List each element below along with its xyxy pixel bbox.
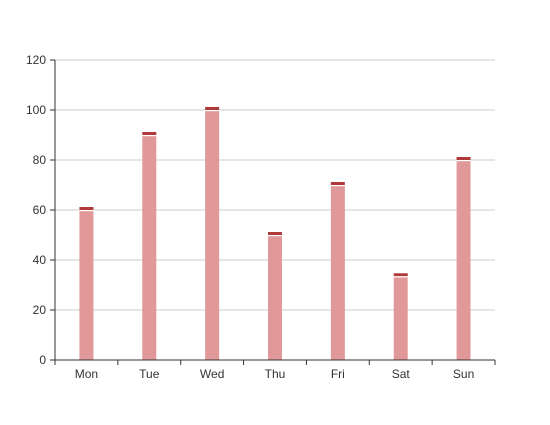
bar-cap-mon bbox=[79, 207, 94, 210]
bar-fri bbox=[330, 185, 345, 360]
x-tick-label: Sun bbox=[453, 367, 474, 381]
bar-cap-thu bbox=[268, 232, 282, 235]
bar-sat bbox=[393, 276, 408, 360]
bar-wed bbox=[205, 110, 220, 360]
bar-cap-gap-sat bbox=[393, 276, 408, 278]
y-tick-label: 0 bbox=[39, 353, 46, 367]
x-tick-label: Thu bbox=[265, 367, 286, 381]
bar-cap-gap-mon bbox=[79, 210, 94, 212]
bar-tue bbox=[142, 135, 157, 360]
x-axis-ticks: Mon Tue Wed Thu Fri Sat Sun bbox=[54, 360, 496, 381]
bar-cap-gap-sun bbox=[456, 160, 471, 162]
bar-cap-tue bbox=[142, 132, 157, 135]
y-tick-label: 120 bbox=[26, 53, 46, 67]
bar-cap-wed bbox=[205, 107, 220, 110]
y-tick-label: 20 bbox=[33, 303, 47, 317]
bar-cap-gap-thu bbox=[268, 235, 282, 237]
x-tick-label: Fri bbox=[331, 367, 345, 381]
x-tick-label: Wed bbox=[200, 367, 224, 381]
x-tick-label: Sat bbox=[392, 367, 411, 381]
bar-cap-fri bbox=[330, 182, 345, 185]
y-tick-label: 80 bbox=[33, 153, 47, 167]
bar-series bbox=[79, 107, 471, 360]
bar-cap-gap-wed bbox=[205, 110, 220, 112]
bar-cap-sat bbox=[393, 273, 408, 277]
gridlines bbox=[55, 59, 495, 311]
y-tick-label: 40 bbox=[33, 253, 47, 267]
bar-cap-gap-fri bbox=[330, 185, 345, 187]
y-tick-label: 60 bbox=[33, 203, 47, 217]
y-axis-ticks: 0 20 40 60 80 100 120 bbox=[26, 53, 55, 367]
bar-cap-sun bbox=[456, 157, 471, 160]
bar-thu bbox=[268, 235, 282, 360]
bar-cap-gap-tue bbox=[142, 135, 157, 137]
bar-mon bbox=[79, 210, 94, 360]
x-tick-label: Mon bbox=[75, 367, 98, 381]
x-tick-label: Tue bbox=[139, 367, 160, 381]
bar-sun bbox=[456, 160, 471, 360]
y-tick-label: 100 bbox=[26, 103, 46, 117]
